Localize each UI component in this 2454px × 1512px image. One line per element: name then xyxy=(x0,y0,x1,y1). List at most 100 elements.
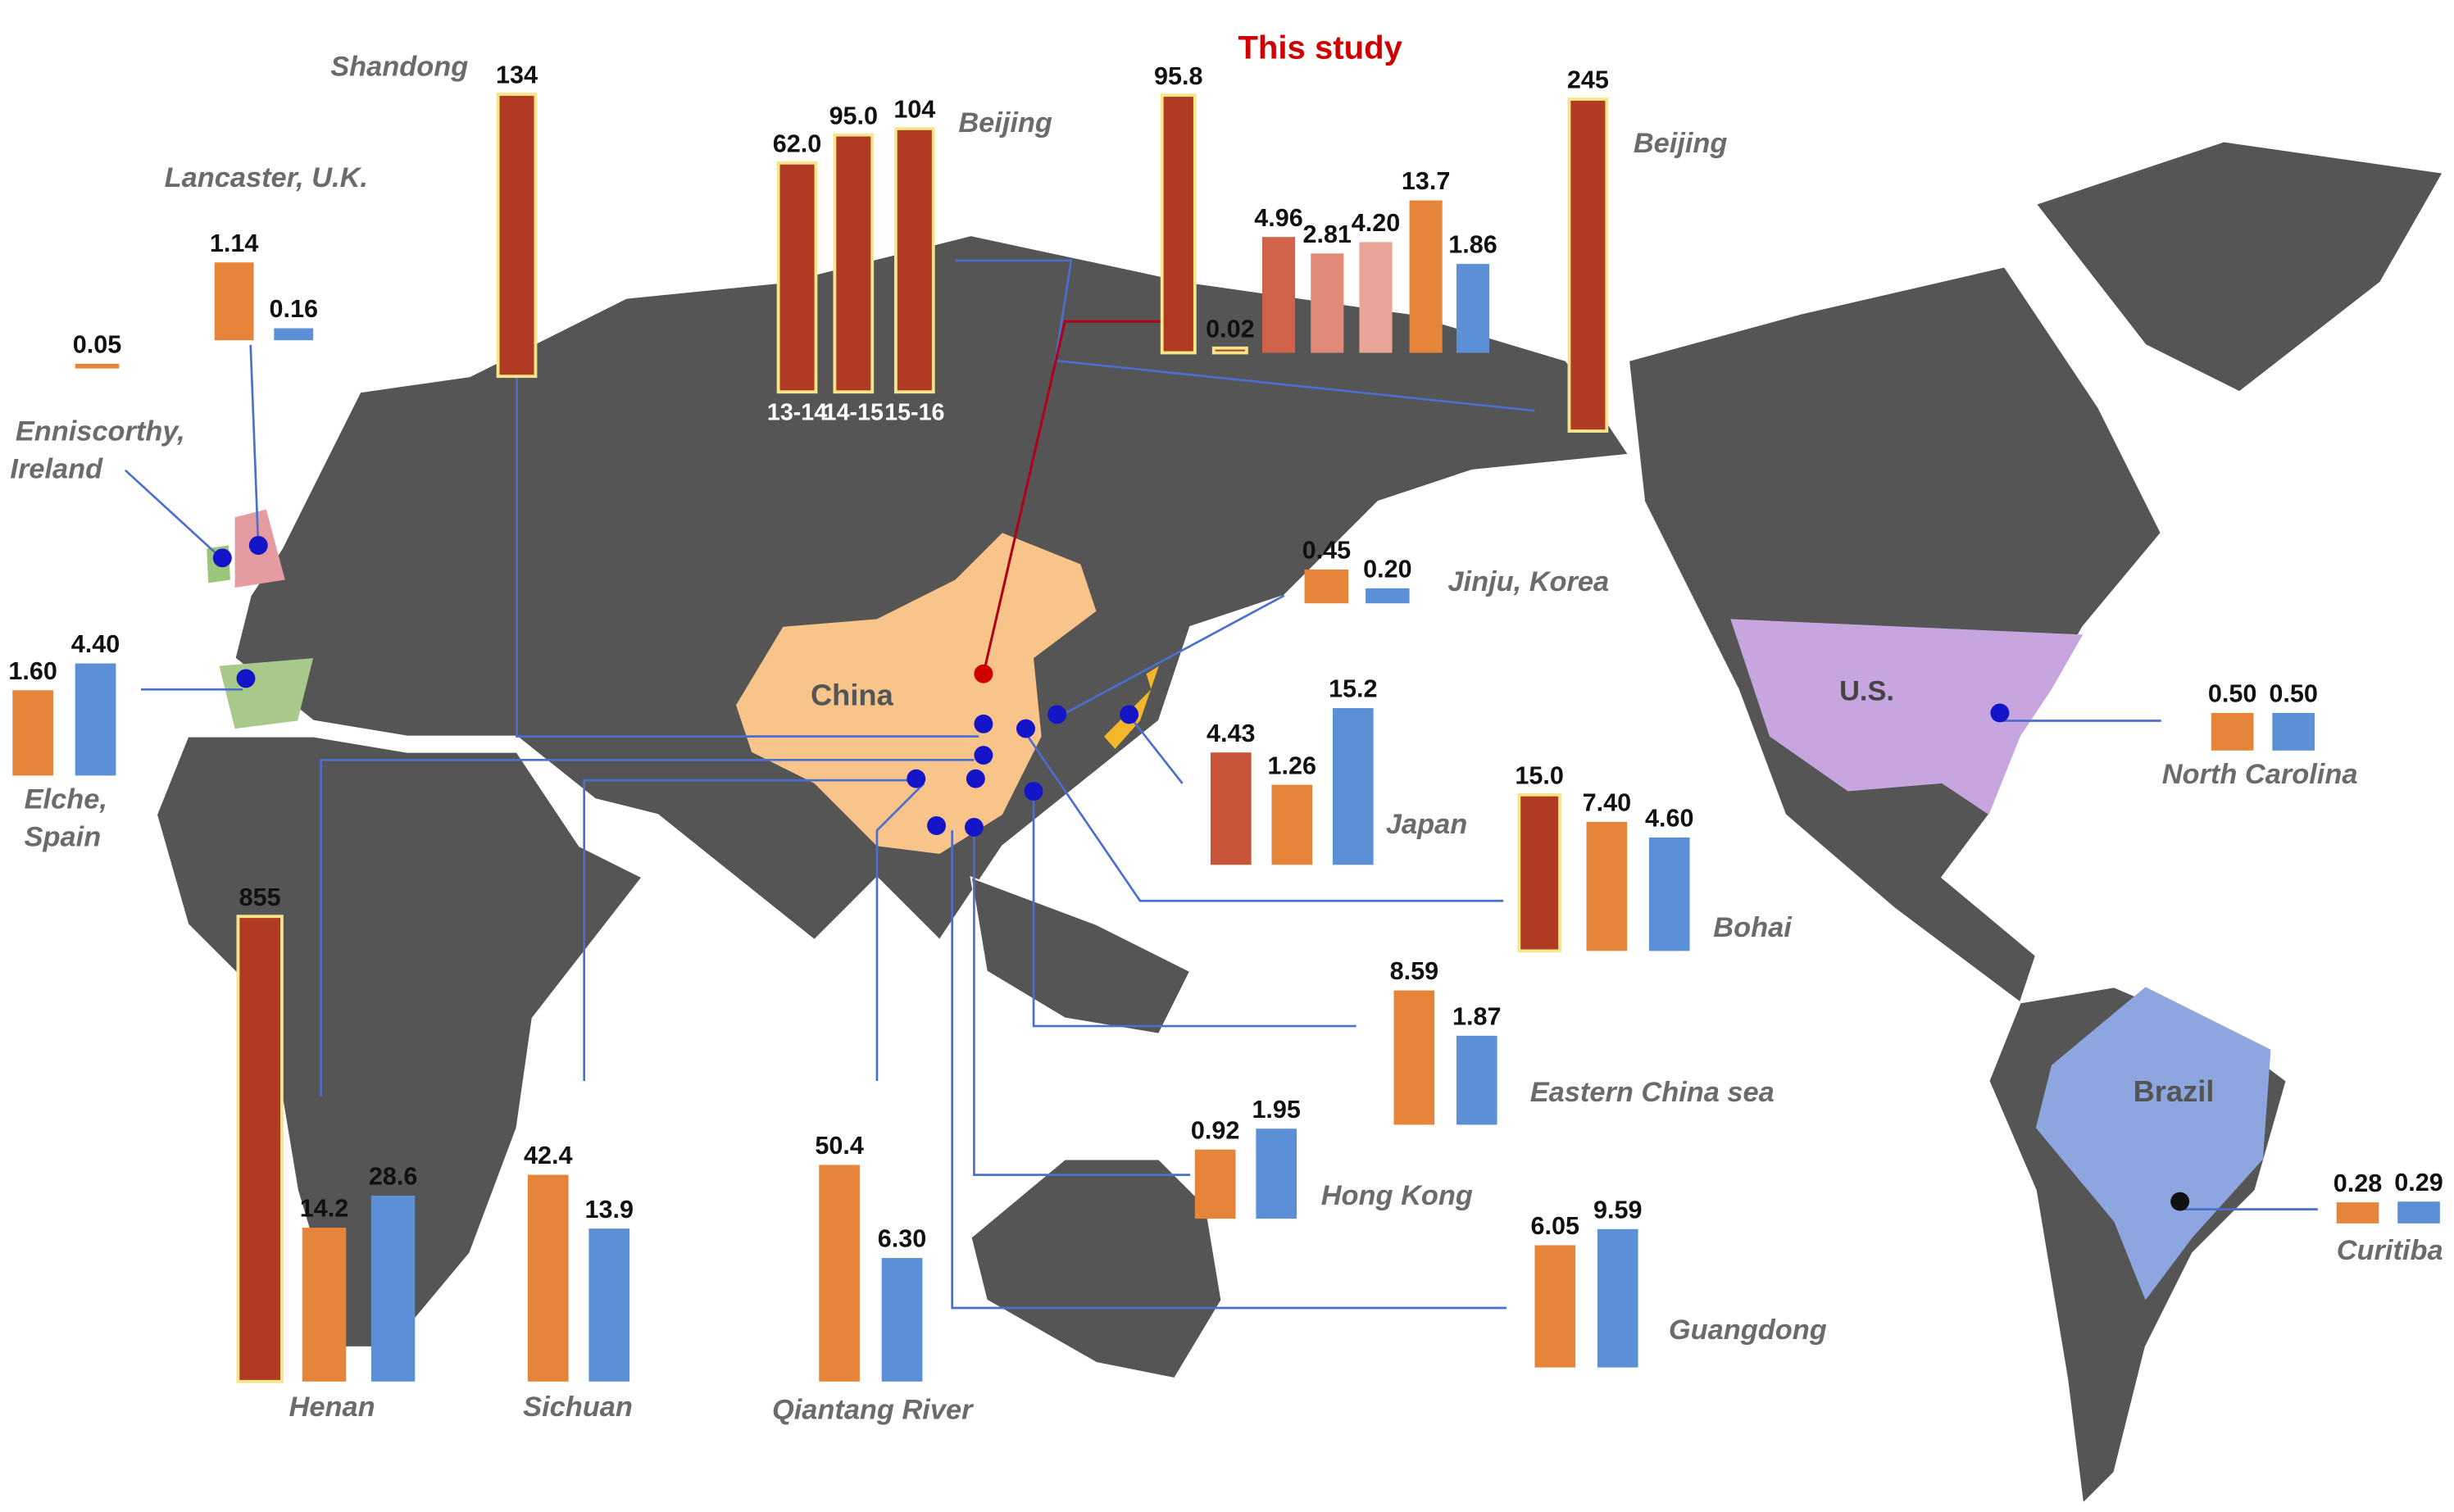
value-label: 1.86 xyxy=(1448,231,1497,259)
value-label: 0.28 xyxy=(2334,1169,2382,1197)
value-label: 15.2 xyxy=(1329,675,1377,703)
value-label: 245 xyxy=(1567,66,1609,94)
bar xyxy=(881,1258,923,1382)
bar xyxy=(1261,237,1296,353)
value-label: 4.96 xyxy=(1254,204,1302,232)
bar xyxy=(1332,708,1374,865)
value-label: 95.8 xyxy=(1154,62,1202,90)
region-label: U.S. xyxy=(1839,676,1894,707)
bar xyxy=(589,1228,630,1382)
china xyxy=(736,533,1097,854)
bar xyxy=(75,663,116,776)
value-label: 0.05 xyxy=(73,331,121,359)
bar xyxy=(1567,98,1609,433)
value-label: 0.20 xyxy=(1363,555,1411,583)
bar xyxy=(1393,990,1435,1125)
indonesia xyxy=(970,876,1192,1035)
value-label: 0.50 xyxy=(2269,680,2317,708)
value-label: 4.60 xyxy=(1645,805,1693,833)
japan xyxy=(1104,665,1159,749)
bar xyxy=(1586,821,1628,951)
place-label: Beijing xyxy=(958,107,1052,138)
value-label: 9.59 xyxy=(1593,1196,1642,1224)
place-label: Sichuan xyxy=(523,1392,633,1423)
category-label: 15-16 xyxy=(884,400,944,426)
pins xyxy=(212,536,2190,1211)
value-label: 2.81 xyxy=(1303,220,1352,248)
value-label: 14.2 xyxy=(300,1195,348,1223)
place-label: Ireland xyxy=(10,453,103,484)
bar xyxy=(302,1228,347,1382)
bar xyxy=(1311,253,1344,353)
place-label: Guangdong xyxy=(1669,1314,1827,1346)
region-label: Brazil xyxy=(2134,1074,2215,1108)
greenland xyxy=(2034,140,2445,393)
value-label: 134 xyxy=(496,61,538,89)
value-label: 0.02 xyxy=(1206,315,1254,343)
bar xyxy=(1456,264,1490,353)
place-label: Bohai xyxy=(1713,912,1793,943)
place-label: Elche, xyxy=(25,784,107,815)
value-label: 0.45 xyxy=(1302,537,1351,565)
value-label: 8.59 xyxy=(1390,957,1438,985)
bar xyxy=(75,363,120,369)
place-label: Lancaster, U.K. xyxy=(165,162,368,193)
value-label: 4.20 xyxy=(1352,209,1400,237)
bar xyxy=(274,328,314,341)
place-label: Eastern China sea xyxy=(1530,1077,1775,1108)
australia xyxy=(970,1158,1223,1380)
bar xyxy=(833,133,875,394)
value-label: 1.60 xyxy=(8,657,57,685)
bar xyxy=(2336,1202,2379,1224)
place-label: Curitiba xyxy=(2337,1235,2443,1266)
value-label: 0.16 xyxy=(270,295,318,323)
bar xyxy=(496,93,538,379)
africa xyxy=(156,735,643,1348)
bar xyxy=(1597,1228,1638,1368)
bar xyxy=(776,161,818,394)
bar xyxy=(1517,792,1561,953)
bar xyxy=(2211,712,2254,751)
bar xyxy=(819,1165,860,1382)
value-label: 855 xyxy=(239,883,281,911)
usa xyxy=(1730,619,2084,815)
value-label: 95.0 xyxy=(829,102,878,129)
bar xyxy=(1534,1245,1576,1368)
bar xyxy=(1211,346,1248,355)
place-label: Qiantang River xyxy=(772,1395,974,1426)
bar xyxy=(1256,1128,1297,1219)
place-label: Japan xyxy=(1386,809,1467,840)
bar xyxy=(1210,752,1252,865)
bar xyxy=(2272,712,2315,751)
bar xyxy=(893,126,935,394)
bar xyxy=(1160,93,1197,355)
bar xyxy=(12,690,53,776)
place-label: Shandong xyxy=(330,51,468,82)
bar xyxy=(1359,242,1393,353)
bar xyxy=(1304,569,1349,604)
bar xyxy=(236,915,284,1383)
bar xyxy=(1648,837,1690,951)
place-label: North Carolina xyxy=(2162,759,2358,790)
bar xyxy=(1194,1149,1236,1219)
value-label: 13.7 xyxy=(1402,167,1450,195)
value-label: 62.0 xyxy=(773,129,821,157)
place-label: Beijing xyxy=(1634,128,1728,159)
value-label: 7.40 xyxy=(1583,789,1631,817)
value-label: 0.29 xyxy=(2394,1169,2443,1196)
brazil xyxy=(2035,987,2271,1301)
value-label: 6.30 xyxy=(878,1225,926,1253)
place-label: Enniscorthy, xyxy=(16,416,185,447)
category-label: 13-14 xyxy=(767,400,827,426)
value-label: 1.95 xyxy=(1252,1096,1300,1124)
value-label: 1.26 xyxy=(1268,751,1316,779)
value-label: 4.40 xyxy=(71,630,120,658)
value-label: 0.50 xyxy=(2208,680,2256,708)
bar xyxy=(1366,588,1410,604)
value-label: 15.0 xyxy=(1515,761,1563,789)
bar xyxy=(1409,200,1443,353)
bar xyxy=(1271,784,1313,865)
value-label: 28.6 xyxy=(369,1163,417,1191)
world-map xyxy=(156,140,2445,1505)
